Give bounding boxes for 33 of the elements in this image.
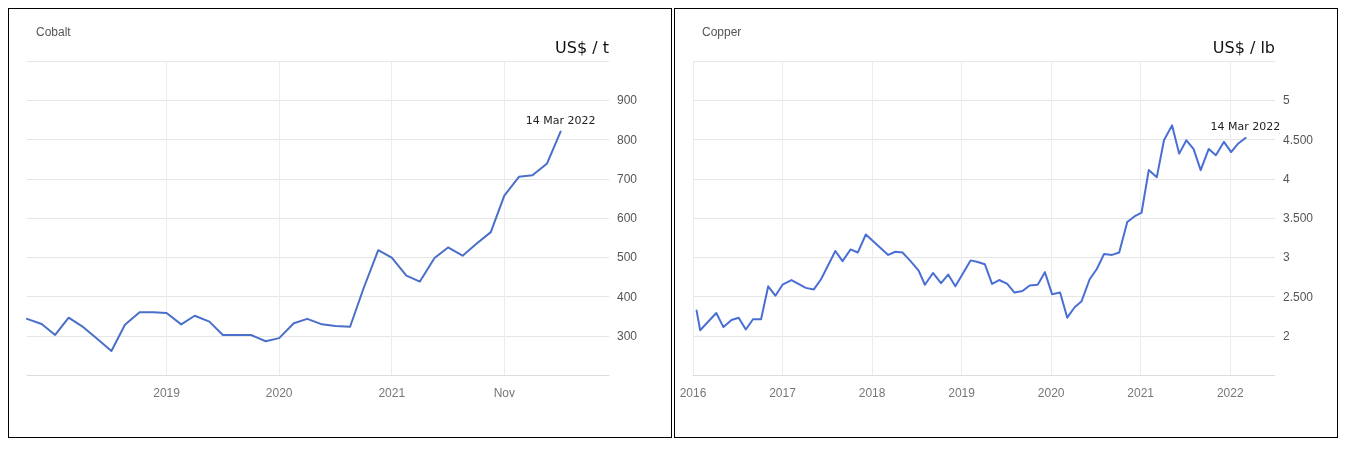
x-tick-label: 2018 bbox=[858, 386, 886, 400]
x-tick-label: 2020 bbox=[1037, 386, 1065, 400]
annotation: 14 Mar 2022 bbox=[525, 113, 596, 127]
y-tick-label: 400 bbox=[617, 289, 638, 304]
x-tick-label: 2019 bbox=[153, 386, 181, 400]
y-tick-label: 3.500 bbox=[1283, 211, 1314, 225]
line-series bbox=[26, 130, 562, 353]
y-tick-label: 800 bbox=[617, 132, 638, 147]
x-tick-label: 2019 bbox=[948, 386, 976, 400]
x-tick-label: 2022 bbox=[1216, 386, 1244, 400]
y-tick-label: 4.500 bbox=[1283, 132, 1314, 147]
x-tick-label: 2020 bbox=[265, 386, 293, 400]
x-tick-label: 2021 bbox=[378, 386, 406, 400]
x-tick-label: 2016 bbox=[679, 386, 707, 400]
y-tick-label: 500 bbox=[617, 250, 638, 265]
chart-title: Copper bbox=[702, 25, 742, 39]
x-tick-label: 2021 bbox=[1127, 386, 1155, 400]
y-tick-label: 5 bbox=[1283, 93, 1290, 108]
y-axis-title: US$ / t bbox=[555, 37, 609, 57]
y-tick-label: 300 bbox=[617, 328, 638, 343]
y-tick-label: 900 bbox=[617, 93, 638, 108]
y-tick-label: 2 bbox=[1283, 328, 1290, 343]
y-tick-label: 600 bbox=[617, 211, 638, 225]
y-axis-title: US$ / lb bbox=[1212, 37, 1275, 57]
y-tick-label: 2.500 bbox=[1283, 289, 1314, 304]
y-tick-label: 4 bbox=[1283, 171, 1290, 186]
line-series bbox=[695, 124, 1247, 332]
y-tick-label: 3 bbox=[1283, 250, 1290, 265]
annotation: 14 Mar 2022 bbox=[1210, 119, 1281, 133]
y-tick-label: 700 bbox=[617, 171, 638, 186]
x-tick-label: Nov bbox=[493, 386, 515, 400]
chart-title: Cobalt bbox=[36, 25, 72, 39]
x-tick-label: 2017 bbox=[769, 386, 797, 400]
